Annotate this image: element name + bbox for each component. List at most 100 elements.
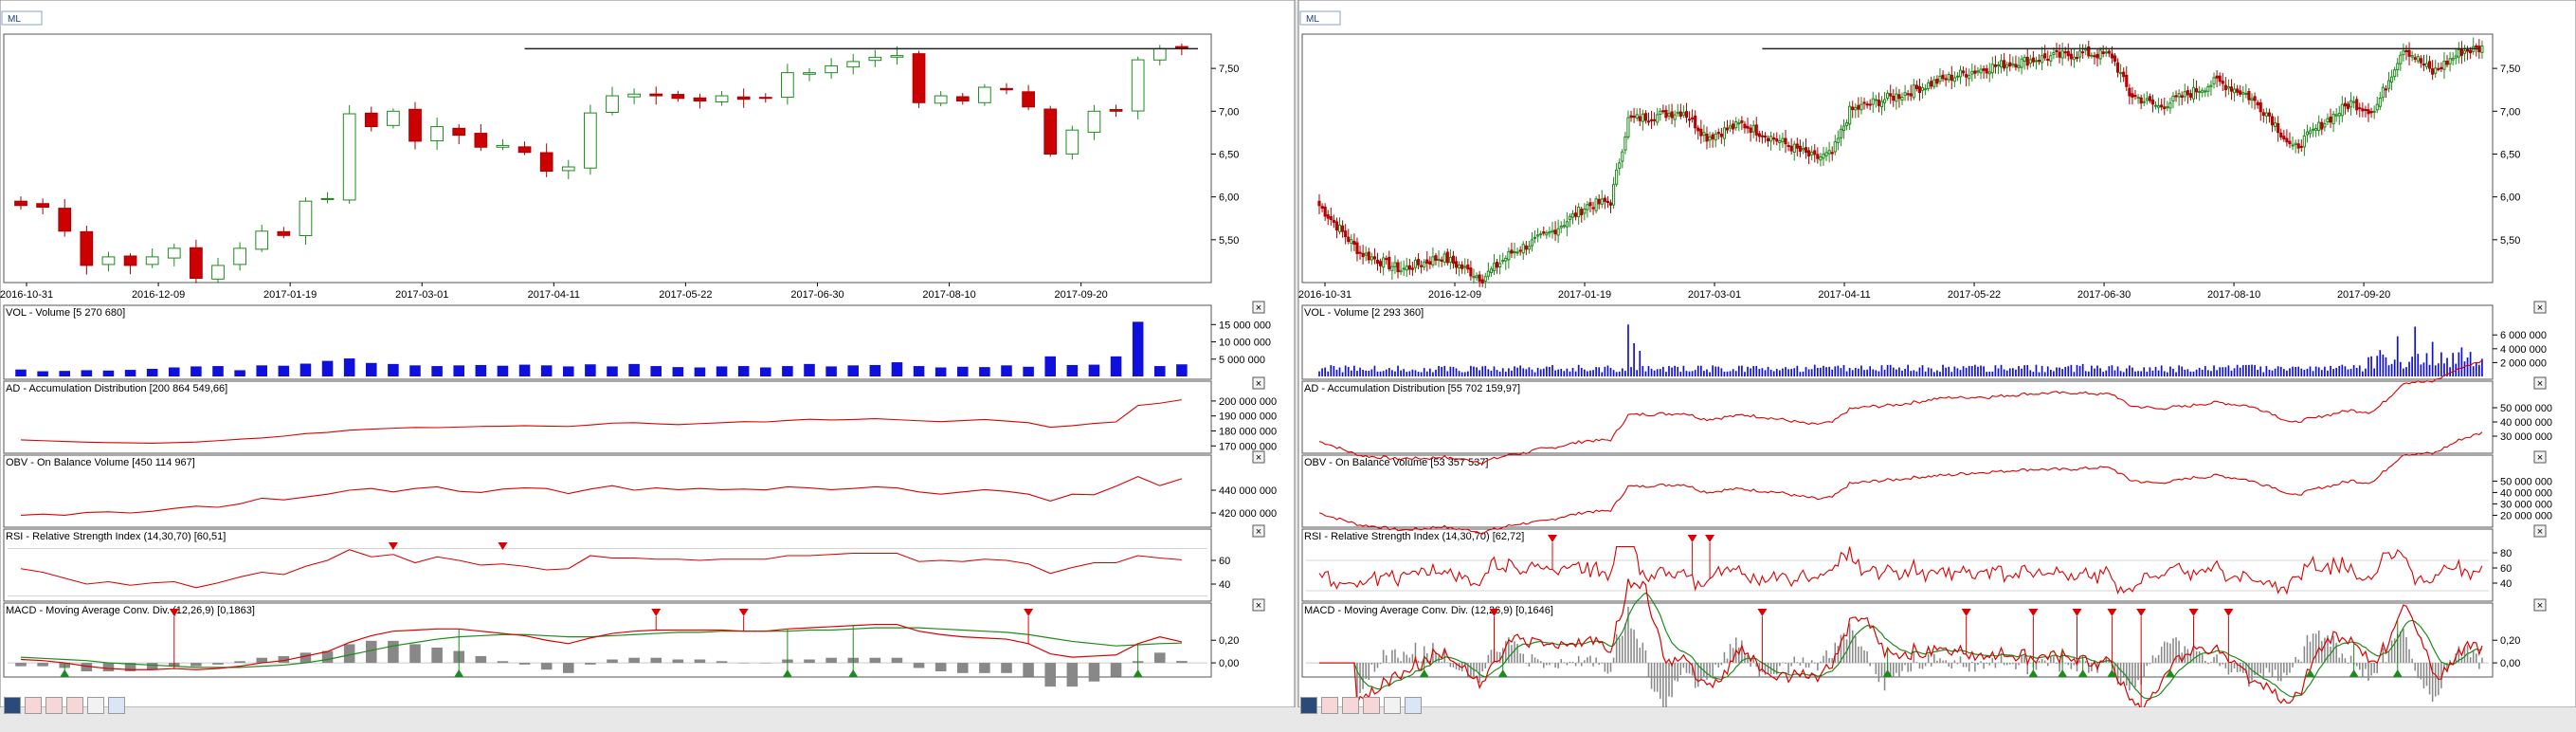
close-icon[interactable] <box>2533 301 2547 314</box>
tab-ml[interactable] <box>1 10 43 26</box>
candle-body <box>2381 86 2385 99</box>
candle-body <box>1819 156 1823 161</box>
volume-bar <box>1583 369 1586 376</box>
macd-histogram-bar <box>2134 663 2136 687</box>
close-icon[interactable] <box>2533 376 2547 390</box>
volume-bar <box>2358 365 2361 376</box>
close-icon[interactable] <box>1252 598 1265 612</box>
macd-histogram-bar <box>1546 663 1548 666</box>
macd-histogram-bar <box>1968 663 1970 672</box>
buy-signal-marker <box>782 669 792 677</box>
indicator-tick-label: 60 <box>1219 556 1230 567</box>
volume-bar <box>2274 368 2277 376</box>
draw-icon[interactable] <box>25 697 42 714</box>
macd-histogram-bar <box>2425 663 2428 686</box>
macd-histogram-bar <box>1656 663 1659 692</box>
candle-body <box>2244 92 2248 95</box>
volume-bar <box>2105 370 2108 376</box>
undo-icon[interactable] <box>45 697 63 714</box>
macd-histogram-bar <box>2292 663 2294 668</box>
save-icon[interactable] <box>1300 697 1317 714</box>
macd-histogram-bar <box>2201 654 2204 664</box>
volume-bar <box>2102 372 2105 376</box>
print-icon[interactable] <box>108 697 125 714</box>
volume-bar <box>1848 368 1851 376</box>
indicator-panel-obv <box>1301 454 2494 528</box>
candle-body <box>1903 92 1907 96</box>
candle-body <box>2308 130 2313 135</box>
volume-bar <box>1519 365 1522 376</box>
volume-bar <box>2300 368 2303 376</box>
fullscreen-icon[interactable] <box>87 697 104 714</box>
candle-body <box>2069 53 2073 60</box>
volume-bar <box>1639 351 1642 376</box>
save-icon[interactable] <box>4 697 21 714</box>
volume-bar <box>2151 370 2154 376</box>
macd-histogram-bar <box>2216 654 2218 664</box>
volume-bar <box>1744 372 1746 376</box>
close-icon[interactable] <box>2533 598 2547 612</box>
macd-histogram-bar <box>1633 630 1635 664</box>
fullscreen-icon[interactable] <box>1384 697 1401 714</box>
volume-bar <box>1330 365 1333 376</box>
candle-body <box>1912 84 1915 99</box>
volume-bar <box>563 366 574 376</box>
candle-body <box>2077 50 2082 58</box>
macd-histogram-bar <box>1837 646 1840 664</box>
macd-histogram-bar <box>2449 660 2451 664</box>
volume-bar <box>2327 370 2329 376</box>
macd-histogram-bar <box>2078 660 2081 664</box>
close-icon[interactable] <box>1252 450 1265 464</box>
macd-histogram-bar <box>2126 663 2128 686</box>
candle-body <box>1329 216 1333 221</box>
candle-body <box>1530 239 1534 247</box>
macd-histogram-bar <box>388 640 399 664</box>
volume-bar <box>2259 366 2262 376</box>
candle-body <box>1801 148 1805 151</box>
volume-bar <box>2163 371 2166 376</box>
volume-bar <box>475 364 487 376</box>
macd-histogram-bar <box>1810 660 1813 664</box>
macd-histogram-bar <box>1414 642 1417 664</box>
candle-body <box>890 55 904 58</box>
close-icon[interactable] <box>1252 301 1265 314</box>
undo-icon[interactable] <box>1342 697 1359 714</box>
candle-body <box>1941 74 1945 80</box>
macd-histogram-bar <box>585 663 596 665</box>
tab-ml[interactable] <box>1299 10 1341 26</box>
volume-bar <box>169 367 180 376</box>
volume-bar <box>1717 366 1720 376</box>
candle-body <box>2451 58 2455 61</box>
macd-histogram-bar <box>1939 658 1941 664</box>
redo-icon[interactable] <box>66 697 83 714</box>
volume-bar <box>1942 364 1944 376</box>
candle-body <box>2128 87 2132 97</box>
volume-bar <box>1668 366 1670 376</box>
candle-body <box>1542 231 1546 234</box>
sell-signal-marker <box>2136 609 2147 616</box>
volume-bar <box>2320 370 2323 376</box>
candle-body <box>1498 263 1502 268</box>
redo-icon[interactable] <box>1363 697 1380 714</box>
volume-bar <box>1391 370 1393 376</box>
candle-body <box>1504 257 1508 262</box>
close-icon[interactable] <box>2533 524 2547 538</box>
candle-body <box>2442 61 2446 70</box>
volume-bar <box>2449 367 2451 376</box>
indicator-panel-rsi <box>1301 528 2494 602</box>
close-icon[interactable] <box>1252 524 1265 538</box>
close-icon[interactable] <box>1252 376 1265 390</box>
macd-histogram-bar <box>2390 640 2393 664</box>
volume-bar <box>2373 368 2375 376</box>
volume-bar <box>388 363 399 376</box>
volume-bar <box>1677 366 1679 376</box>
macd-histogram-bar <box>2053 656 2055 664</box>
macd-histogram-bar <box>1889 663 1892 678</box>
volume-bar <box>2239 367 2241 376</box>
close-icon[interactable] <box>2533 450 2547 464</box>
candle-body <box>1930 81 1933 87</box>
tab-label: ML <box>8 14 21 25</box>
draw-icon[interactable] <box>1321 697 1338 714</box>
print-icon[interactable] <box>1405 697 1422 714</box>
macd-histogram-bar <box>1858 646 1859 664</box>
